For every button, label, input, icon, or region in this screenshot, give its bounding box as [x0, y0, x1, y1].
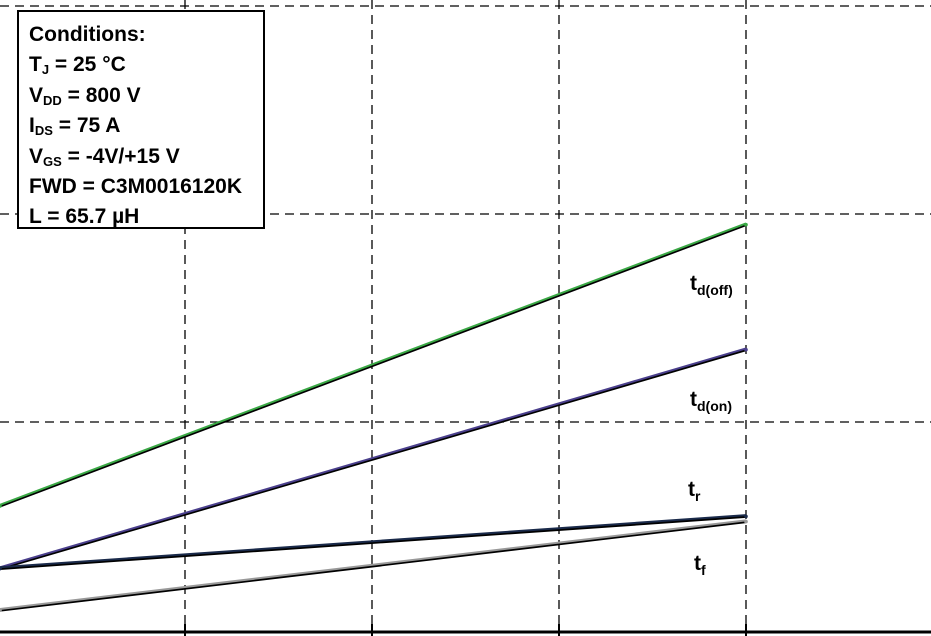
series-line-tf: [0, 519, 747, 610]
conditions-box: Conditions: TJ = 25 °C VDD = 800 V IDS =…: [17, 10, 265, 229]
series-line-td(off): [0, 222, 747, 506]
data-point-tf: [744, 519, 748, 524]
condition-line: L = 65.7 µH: [29, 205, 140, 229]
series-label-td-off: td(off): [690, 272, 733, 298]
condition-line: VDD = 800 V: [29, 83, 141, 108]
data-point-tr: [0, 566, 2, 571]
data-point-td(on): [744, 347, 748, 352]
data-point-td(off): [0, 504, 2, 508]
data-point-tf: [0, 608, 2, 612]
series-line-td(on): [0, 347, 747, 569]
conditions-heading: Conditions:: [29, 23, 146, 46]
condition-line: TJ = 25 °C: [29, 53, 126, 78]
series-fit-line-tr: [0, 514, 747, 570]
condition-line: FWD = C3M0016120K: [29, 175, 243, 199]
series-label-tr: tr: [688, 478, 701, 504]
series-fit-line-td(on): [0, 348, 747, 570]
series-fit-line-td(off): [0, 223, 747, 508]
series-label-tf: tf: [694, 552, 706, 578]
condition-line: VGS = -4V/+15 V: [29, 144, 180, 169]
series-fit-line-tf: [0, 520, 747, 612]
data-point-td(off): [744, 222, 748, 227]
condition-line: IDS = 75 A: [29, 114, 121, 139]
data-point-tr: [744, 514, 748, 519]
series-label-td-on: td(on): [690, 388, 732, 414]
series-lines: [0, 222, 748, 612]
series-line-tr: [0, 514, 747, 569]
